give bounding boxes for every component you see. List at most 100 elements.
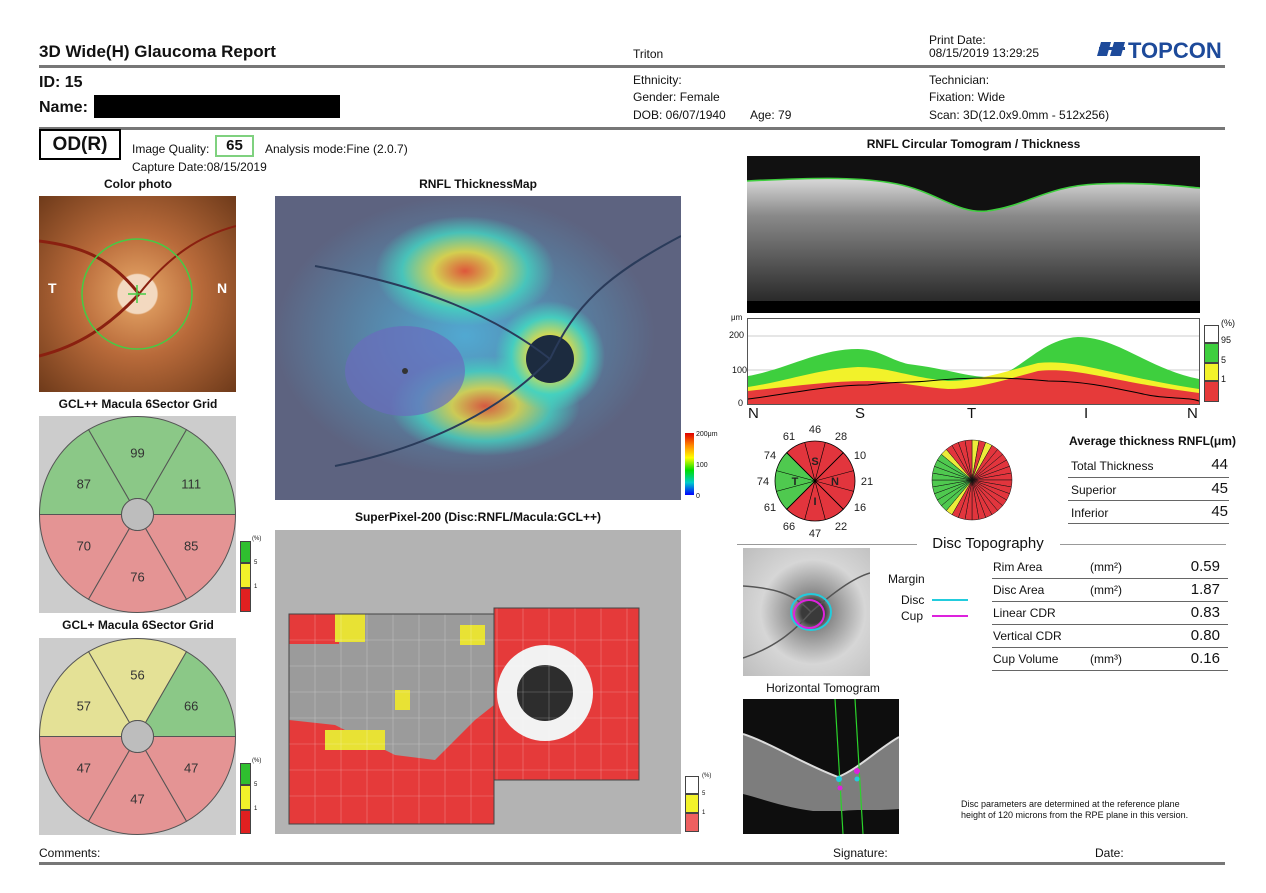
rnfl-row-divider	[1068, 523, 1229, 524]
gcl-pp-title: GCL++ Macula 6Sector Grid	[58, 397, 218, 411]
scale-red	[240, 810, 251, 834]
fundus-overlay	[39, 225, 236, 358]
thickness-profile-svg	[747, 335, 1200, 404]
grid-value: 66	[184, 699, 198, 714]
technician: Technician:	[929, 73, 990, 87]
thickness-profile-chart	[747, 318, 1200, 405]
colorbar-top: 200μm	[696, 431, 718, 438]
clock-value: 74	[757, 476, 769, 488]
xlabel-i: I	[1084, 405, 1089, 422]
disc-legend-line	[932, 599, 968, 601]
header-divider-2	[39, 127, 1225, 130]
xlabel-n2: N	[1187, 405, 1198, 422]
clock-value: 16	[854, 502, 866, 514]
disc-margin	[790, 593, 832, 631]
temporal-label: T	[48, 280, 57, 296]
disc-param-value: 1.87	[1190, 581, 1220, 598]
analysis-mode: Analysis mode:Fine (2.0.7)	[265, 142, 408, 156]
disc-note-line1: Disc parameters are determined at the re…	[961, 799, 1180, 809]
date-label: Date:	[1095, 846, 1124, 860]
disc-note-line2: height of 120 microns from the RPE plane…	[961, 810, 1189, 820]
clock-value: 66	[783, 521, 795, 533]
disc-param-value: 0.83	[1190, 604, 1220, 621]
xlabel-s: S	[855, 405, 866, 422]
circular-tomogram	[747, 156, 1200, 313]
disc-param-label: Vertical CDR	[993, 629, 1062, 643]
rnfl-row-total-value: 44	[1211, 456, 1228, 473]
deviation-pie-svg	[931, 439, 1013, 521]
gcl-p-title: GCL+ Macula 6Sector Grid	[62, 618, 214, 632]
ytick-100: 100	[732, 365, 748, 375]
rnfl-clock-chart: S N I T 46 28 10 21 16 22 47 66 61 74 74 61	[748, 420, 883, 540]
scale-5: 5	[702, 791, 706, 797]
disc-param-unit: (mm²)	[1090, 560, 1122, 574]
disc-param-value: 0.80	[1190, 627, 1220, 644]
clock-quadrant-label: I	[813, 496, 816, 508]
superpixel-title: SuperPixel-200 (Disc:RNFL/Macula:GCL++)	[354, 510, 602, 524]
rnfl-thickness-map	[275, 196, 681, 500]
scale-5: 5	[254, 560, 258, 566]
grid-value: 47	[130, 792, 144, 807]
legend-5: 5	[1221, 355, 1227, 365]
scale-red	[685, 813, 699, 832]
grid-center	[121, 720, 154, 753]
disc-param-unit: (mm³)	[1090, 652, 1122, 666]
clock-value: 47	[809, 528, 821, 538]
xlabel-t: T	[967, 405, 977, 422]
cup-margin	[793, 599, 825, 629]
scale-5: 5	[254, 782, 258, 788]
gcl-pp-grid: 99 87 111 70 85 76	[39, 416, 236, 613]
disc-title-rule-left	[737, 544, 917, 545]
image-quality-box: 65	[215, 135, 254, 157]
image-quality-value: 65	[226, 137, 243, 154]
grid-value: 57	[77, 699, 91, 714]
comments-label: Comments:	[39, 846, 101, 860]
legend-red	[1204, 381, 1219, 402]
grid-value: 47	[184, 761, 198, 776]
device-name: Triton	[633, 47, 664, 61]
gcl-p-grid: 56 57 66 47 47 47	[39, 638, 236, 835]
name-redaction	[94, 95, 340, 118]
grid-value: 76	[130, 570, 144, 585]
clock-value: 74	[764, 450, 776, 462]
rnfl-row-sup-value: 45	[1211, 480, 1228, 497]
topcon-logo-mark	[1097, 42, 1125, 56]
disc-param-value: 0.16	[1190, 650, 1220, 667]
ytick-0: 0	[738, 398, 744, 408]
patient-id: ID: 15	[39, 74, 83, 91]
scale-white	[685, 776, 699, 794]
colorbar-bot: 0	[696, 493, 700, 500]
deviation-sector	[964, 439, 973, 481]
age: Age: 79	[750, 108, 792, 122]
disc-param-unit: (mm²)	[1090, 583, 1122, 597]
dob: DOB: 06/07/1940	[633, 108, 726, 122]
legend-white	[1204, 325, 1219, 343]
legend-pct: (%)	[1221, 318, 1235, 328]
gcl-p-sector-chart: 56 57 66 47 47 47	[39, 638, 236, 835]
report-title: 3D Wide(H) Glaucoma Report	[39, 42, 276, 61]
superpixel-map	[275, 530, 681, 834]
image-quality-label: Image Quality:	[132, 142, 210, 156]
ytick-200: 200	[729, 330, 745, 340]
disc-param-label: Cup Volume	[993, 652, 1059, 666]
header-divider-1	[39, 65, 1225, 68]
capture-date: Capture Date:08/15/2019	[132, 160, 267, 174]
rnfl-sector-deviation-chart	[930, 438, 1014, 522]
disc-param-label: Disc Area	[993, 583, 1045, 597]
rnfl-map-title: RNFL ThicknessMap	[419, 177, 537, 191]
xlabel-n1: N	[748, 405, 759, 422]
print-date-label: Print Date:	[929, 33, 986, 47]
cup-legend-line	[932, 615, 968, 617]
color-photo-title: Color photo	[104, 177, 172, 191]
clock-value: 10	[854, 450, 866, 462]
clock-sector-svg: S N I T 46 28 10 21 16 22 47 66 61 74 74 61	[757, 424, 873, 540]
disc-param-value: 0.59	[1190, 558, 1220, 575]
scale-yellow	[240, 785, 251, 810]
rnfl-avg-title: Average thickness RNFL(μm)	[1069, 434, 1236, 448]
disc-param-label: Rim Area	[993, 560, 1043, 574]
clock-value: 46	[809, 424, 821, 436]
legend-yellow	[1204, 363, 1219, 381]
cup-legend-label: Cup	[901, 609, 924, 623]
disc-fundus-image	[743, 548, 870, 676]
scale-green	[240, 763, 251, 785]
